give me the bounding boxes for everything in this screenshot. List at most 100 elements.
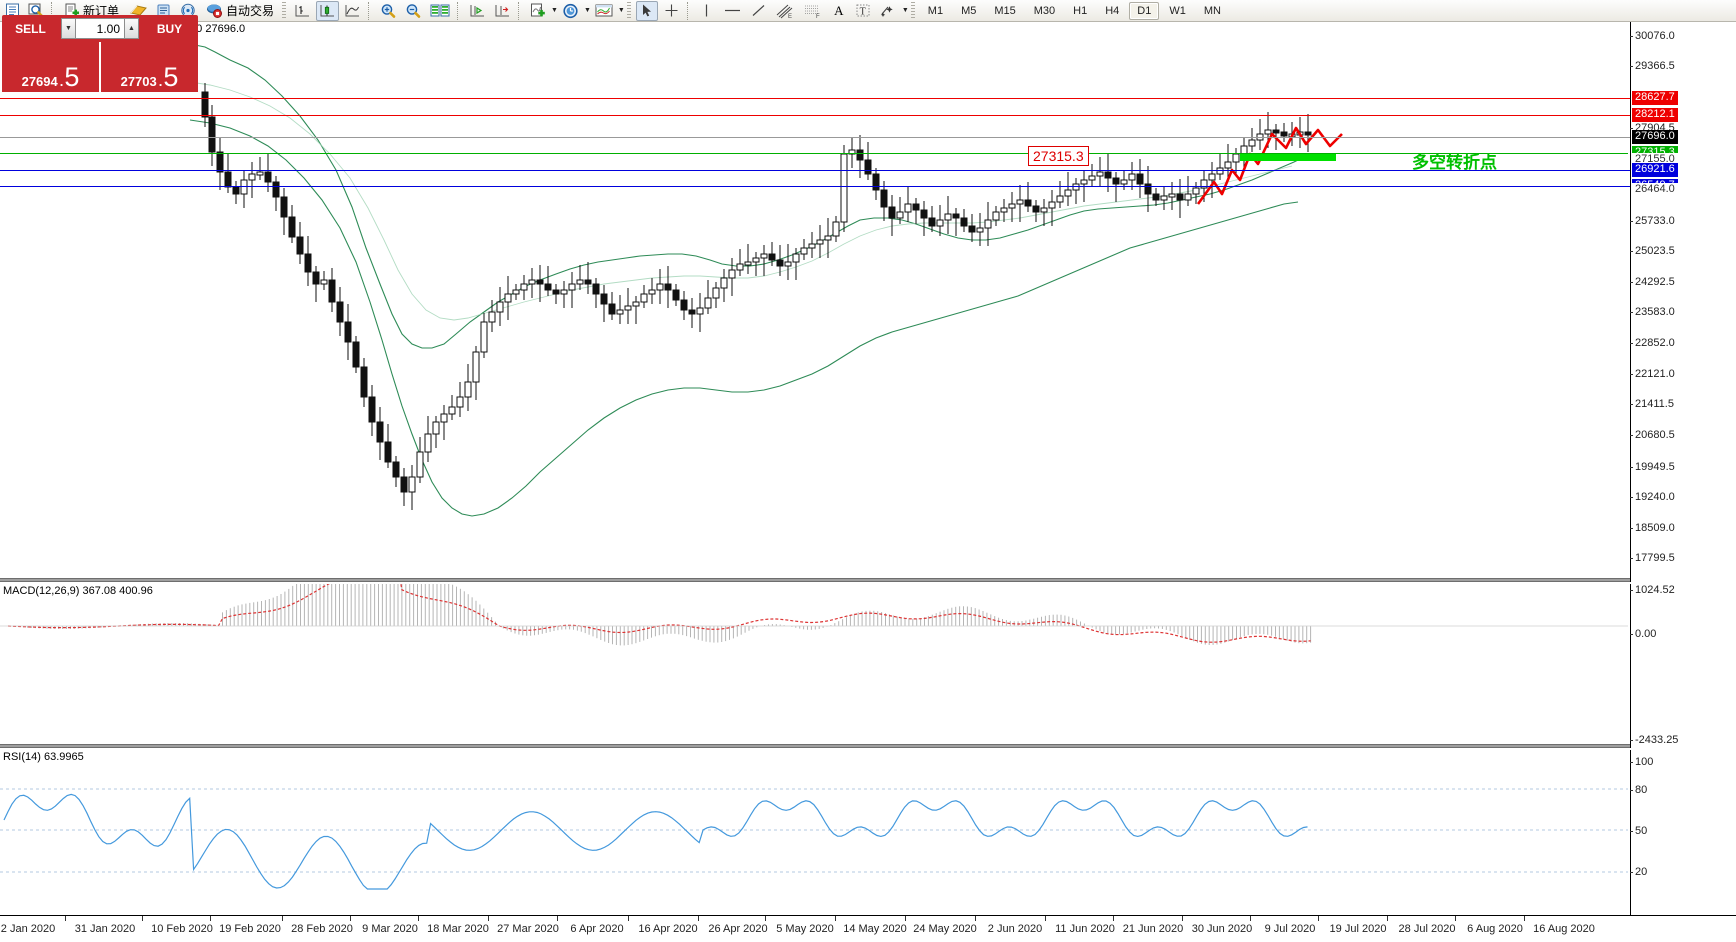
horizontal-line-icon[interactable] — [720, 1, 745, 21]
candlestick-chart-icon[interactable] — [316, 0, 340, 21]
rsi-pane[interactable]: RSI(14) 63.9965 100 80 50 20 — [0, 750, 1736, 915]
vertical-line-icon[interactable] — [696, 1, 718, 21]
date-tick: 30 Jun 2020 — [1191, 923, 1253, 935]
horizontal-line[interactable] — [0, 185, 1630, 187]
zoom-in-icon[interactable] — [377, 1, 400, 21]
date-gridline — [698, 916, 699, 921]
text-label-icon[interactable]: T — [852, 1, 874, 21]
macd-plot — [0, 584, 1628, 646]
horizontal-line[interactable] — [0, 137, 1630, 139]
one-click-trading-panel[interactable]: SELL ▼ 1.00 ▲ BUY 27694 . 5 27703 . 5 — [2, 15, 198, 92]
add-indicator-icon[interactable] — [527, 1, 549, 21]
price-label-highlight[interactable]: 26921.6 — [1632, 163, 1678, 178]
price-tick: 30076.0 — [1630, 30, 1675, 42]
timeframe-mn[interactable]: MN — [1203, 4, 1221, 17]
timeframe-w1[interactable]: W1 — [1169, 4, 1186, 17]
objects-list-icon[interactable] — [876, 1, 900, 21]
timeframe-bar[interactable]: M1 M5 M15 M30 H1 H4 D1 W1 MN — [919, 1, 1230, 20]
auto-scroll-icon[interactable] — [466, 1, 489, 21]
macd-axis[interactable]: 1024.52 0.00 -2433.25 — [1629, 584, 1736, 748]
timeframe-d1[interactable]: D1 — [1129, 1, 1160, 20]
timeframe-m15[interactable]: M15 — [994, 4, 1016, 17]
rsi-tick: 80 — [1629, 783, 1648, 796]
chevron-down-icon[interactable]: ▼ — [901, 7, 909, 14]
price-tick: 22121.0 — [1630, 368, 1675, 381]
signals-icon[interactable] — [177, 1, 199, 21]
macd-tick: 1024.52 — [1630, 584, 1675, 596]
macd-pane[interactable]: MACD(12,26,9) 367.08 400.96 1024.52 0.00 -… — [0, 584, 1736, 748]
toolbar-grip[interactable] — [626, 2, 631, 19]
date-tick: 28 Feb 2020 — [291, 923, 353, 935]
date-tick: 21 Jun 2020 — [1122, 923, 1184, 935]
timeframe-h1[interactable]: H1 — [1073, 4, 1088, 17]
price-label-highlight[interactable]: 26464.0 — [1632, 182, 1678, 197]
toolbar-separator — [51, 1, 56, 20]
toolbar-grip[interactable] — [910, 2, 915, 19]
fibonacci-retracement-icon[interactable]: F — [800, 1, 826, 21]
date-gridline — [65, 916, 66, 921]
chevron-down-icon[interactable]: ▼ — [617, 7, 625, 14]
price-label-highlight[interactable]: 28212.1 — [1632, 108, 1678, 123]
price-label-highlight[interactable]: 27696.0 — [1632, 130, 1678, 145]
sell-button[interactable]: SELL — [2, 15, 59, 42]
autotrading-icon — [206, 3, 223, 18]
date-tick: 9 Jul 2020 — [1264, 923, 1316, 935]
templates-icon[interactable] — [592, 1, 616, 21]
buy-price[interactable]: 27703 . 5 — [101, 42, 198, 92]
timeframe-h4[interactable]: H4 — [1105, 4, 1120, 17]
toolbar-grip[interactable] — [282, 2, 287, 19]
buy-button[interactable]: BUY — [141, 15, 198, 42]
date-tick: 19 Jul 2020 — [1329, 923, 1387, 935]
chevron-down-icon[interactable]: ▼ — [583, 7, 591, 14]
timeframe-m1[interactable]: M1 — [927, 4, 944, 17]
equidistant-channel-icon[interactable]: E — [772, 1, 798, 21]
rsi-axis[interactable]: 100 80 50 20 — [1629, 750, 1736, 915]
chevron-down-icon[interactable]: ▼ — [551, 7, 558, 14]
pane-divider[interactable] — [0, 744, 1736, 748]
chart-container[interactable]: DJ30-,Daily 27568.0 27714.0 27390.0 2769… — [0, 22, 1736, 942]
crosshair-icon[interactable] — [660, 1, 683, 21]
date-gridline — [1045, 916, 1046, 921]
timeframe-m5[interactable]: M5 — [961, 4, 977, 17]
zoom-out-icon[interactable] — [402, 1, 425, 21]
metaeditor-icon[interactable] — [126, 1, 151, 21]
price-axis[interactable]: 30076.0 29366.5 27904.5 25733.0 25023.5 24292… — [1630, 22, 1736, 582]
period-clock-icon[interactable] — [559, 1, 582, 21]
date-gridline — [1318, 916, 1319, 921]
date-tick: 5 May 2020 — [776, 923, 834, 935]
horizontal-line[interactable] — [0, 170, 1630, 172]
tile-windows-icon[interactable] — [427, 1, 453, 21]
sell-price[interactable]: 27694 . 5 — [2, 42, 99, 92]
turning-point-note: 多空转折点 — [1412, 153, 1497, 172]
volume-decrease-icon[interactable]: ▼ — [61, 18, 76, 39]
toolbar-separator — [686, 1, 692, 20]
buy-price-dot: . — [158, 74, 163, 89]
date-axis[interactable]: 2 Jan 2020 31 Jan 2020 10 Feb 2020 19 Feb 2… — [0, 915, 1736, 942]
price-pane[interactable]: DJ30-,Daily 27568.0 27714.0 27390.0 2769… — [0, 22, 1736, 582]
horizontal-line[interactable] — [0, 153, 1628, 155]
svg-text:E: E — [788, 14, 792, 19]
chart-shift-icon[interactable] — [491, 1, 514, 21]
line-chart-icon[interactable] — [341, 1, 364, 21]
text-icon[interactable]: A — [834, 2, 844, 18]
new-chart-icon[interactable] — [1, 1, 23, 21]
trendline-icon[interactable] — [747, 1, 770, 21]
autotrading-button[interactable]: 自动交易 — [201, 1, 279, 21]
date-gridline — [1455, 916, 1456, 921]
price-label-highlight[interactable]: 28627.7 — [1632, 90, 1678, 105]
rsi-label: RSI(14) 63.9965 — [3, 751, 84, 763]
volume-stepper[interactable]: ▼ 1.00 ▲ — [59, 15, 141, 42]
date-gridline — [1524, 916, 1525, 921]
horizontal-line[interactable] — [0, 115, 1630, 117]
horizontal-line[interactable] — [0, 97, 1630, 99]
macd-tick: 0.00 — [1629, 628, 1657, 641]
main-toolbar[interactable]: 新订单 自动交易 — [0, 0, 1736, 22]
cursor-arrow-icon[interactable] — [635, 0, 658, 21]
pane-divider[interactable] — [0, 578, 1736, 582]
price-annotation-box[interactable]: 27315.3 — [1028, 146, 1089, 166]
bar-chart-icon[interactable] — [291, 1, 314, 21]
volume-input[interactable]: 1.00 — [76, 18, 124, 39]
timeframe-m30[interactable]: M30 — [1033, 4, 1056, 17]
date-tick: 10 Feb 2020 — [151, 923, 213, 935]
volume-increase-icon[interactable]: ▲ — [124, 18, 139, 39]
